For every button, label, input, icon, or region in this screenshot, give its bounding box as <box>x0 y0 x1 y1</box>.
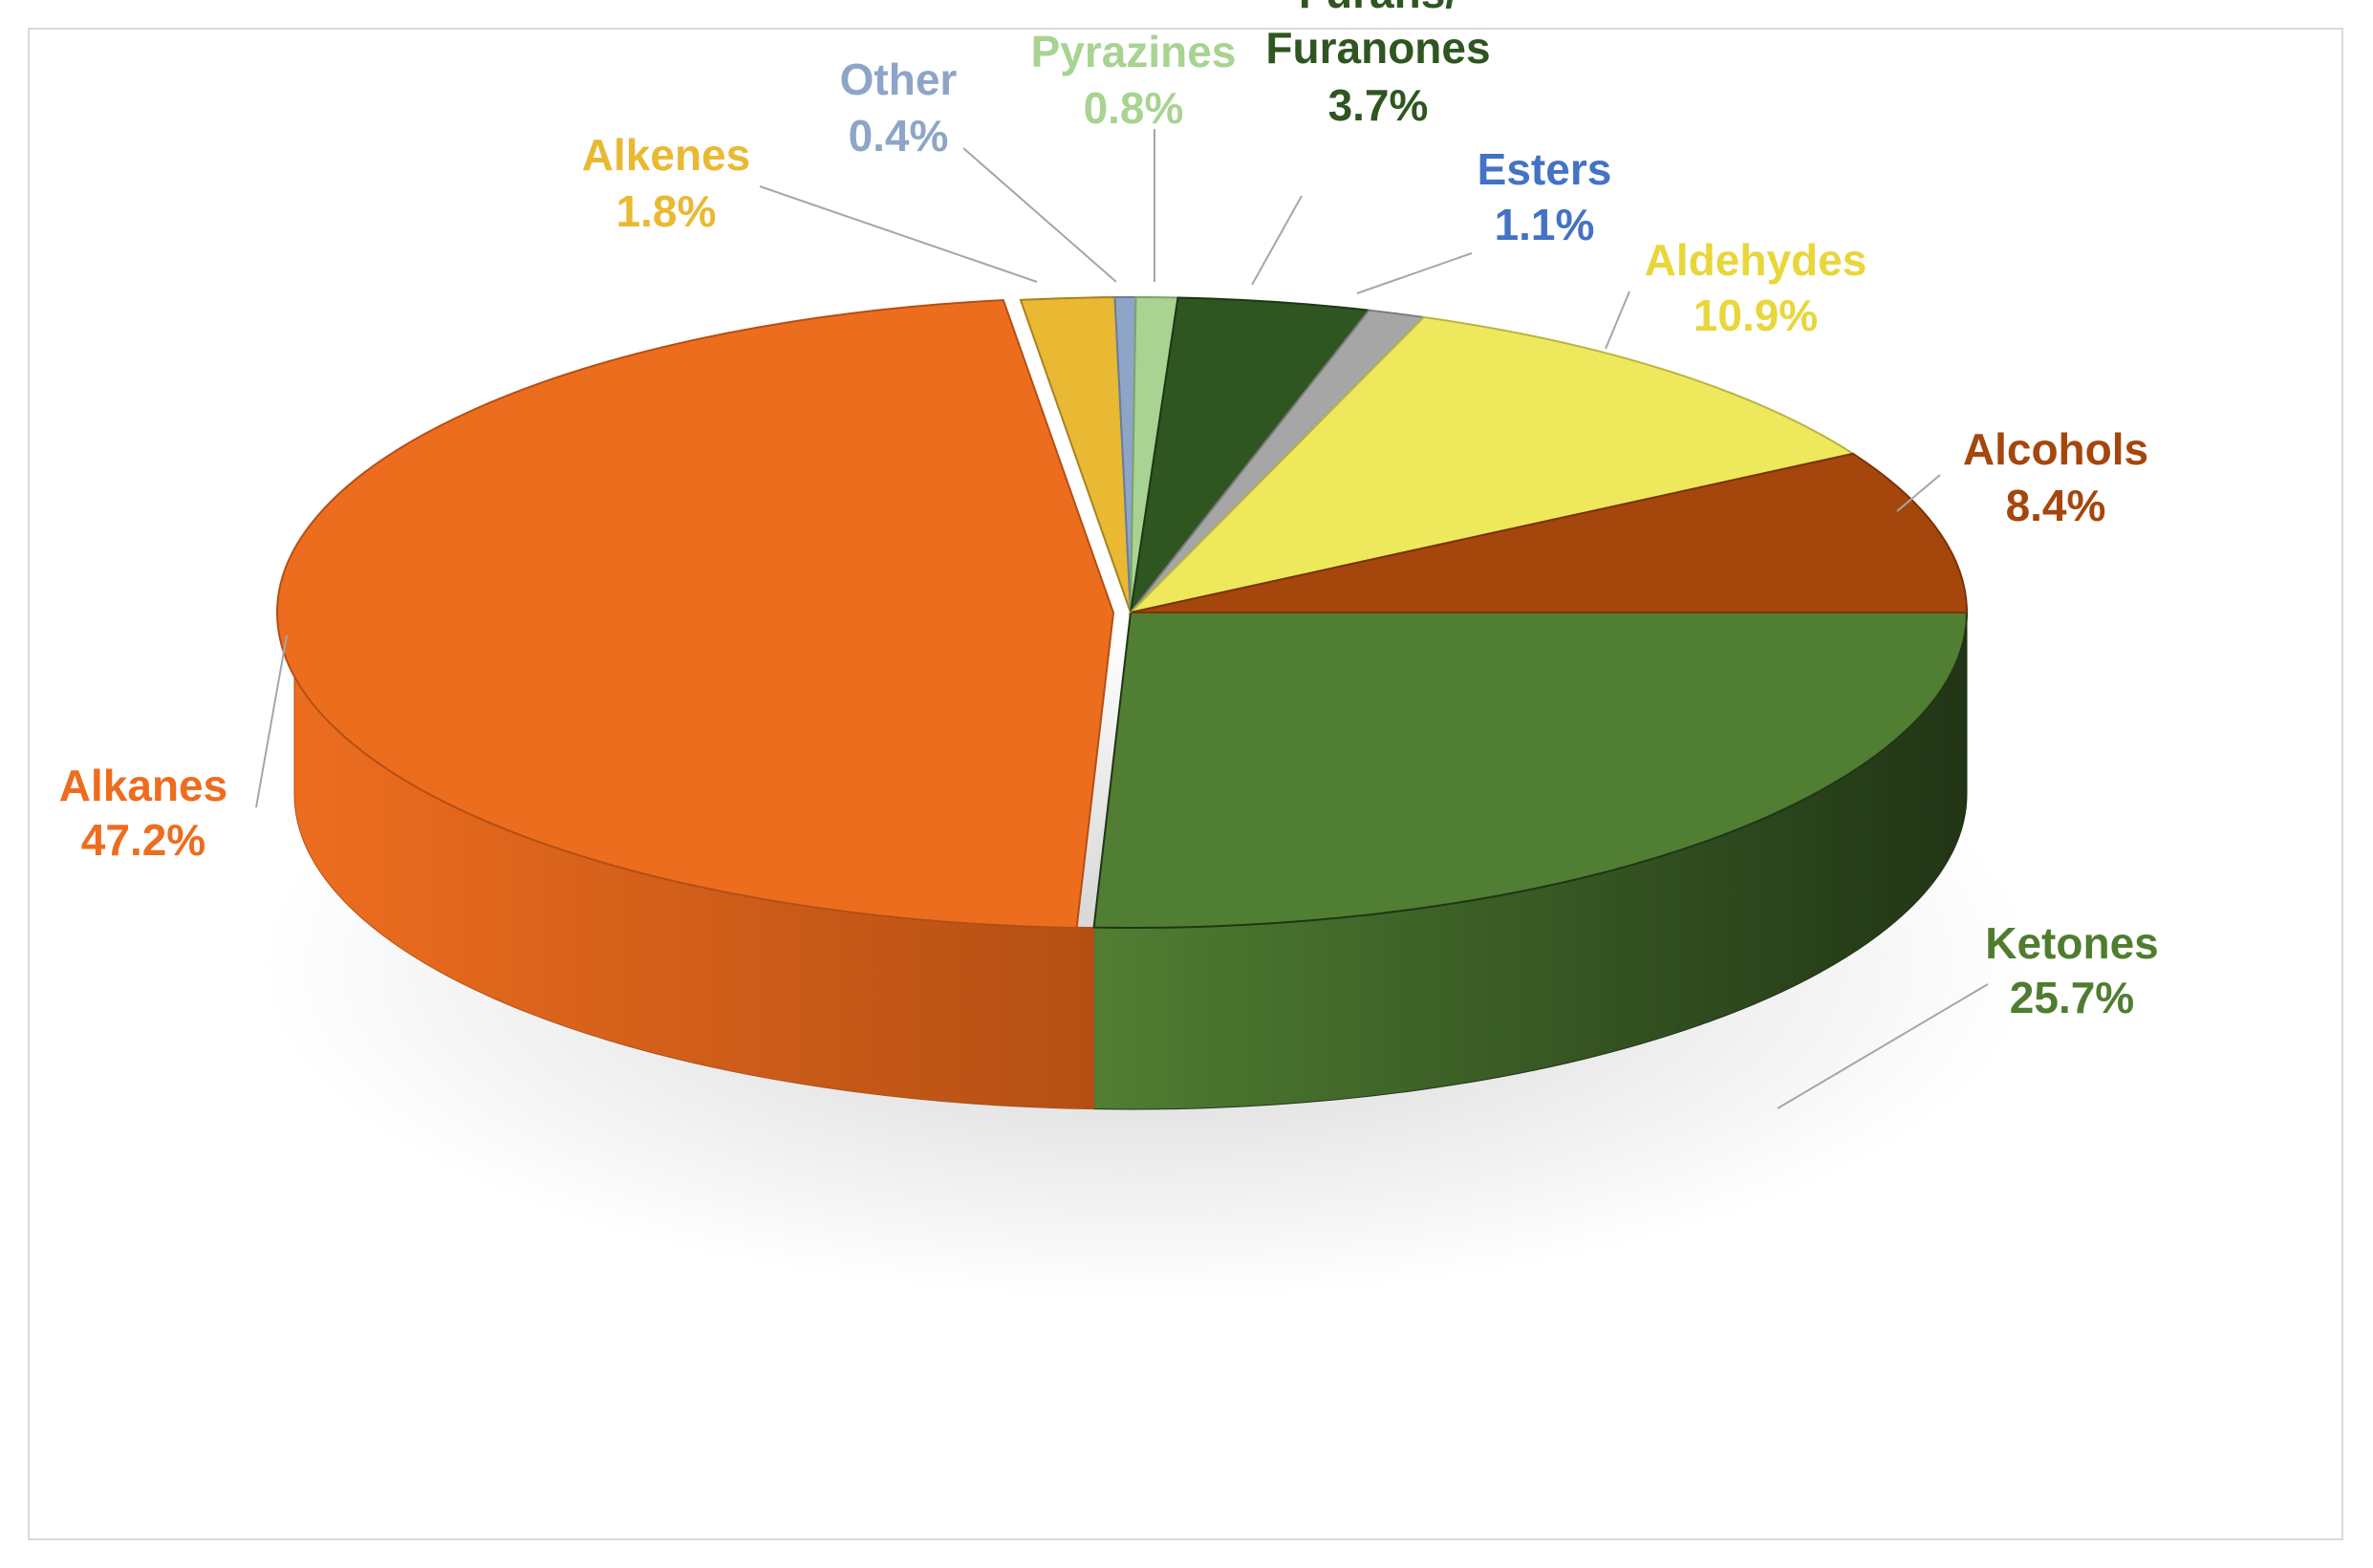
value-label-alcohols: 8.4% <box>2006 481 2106 530</box>
category-label-ketones: Ketones <box>1985 918 2158 968</box>
category-label-furans-furanones: Furanones <box>1265 23 1490 73</box>
category-label-alkanes: Alkanes <box>59 761 227 810</box>
category-label-pyrazines: Pyrazines <box>1031 27 1237 76</box>
category-label-other: Other <box>840 54 958 104</box>
leader-line-alcohols <box>1896 474 1941 512</box>
pie-slice-furans-furanones <box>1129 296 1371 616</box>
pie-slice-aldehydes <box>1127 315 1856 614</box>
value-label-aldehydes: 10.9% <box>1693 290 1818 340</box>
leader-line-ketones <box>1777 983 1989 1109</box>
pie-slice-alcohols <box>1130 452 1969 613</box>
data-labels: Ketones 25.7% Alkanes 47.2% Alkenes 1.8% Other… <box>59 0 2159 1022</box>
category-label-aldehydes: Aldehydes <box>1645 235 1867 285</box>
value-label-alkenes: 1.8% <box>616 186 717 236</box>
value-label-esters: 1.1% <box>1495 200 1595 249</box>
leader-line-other <box>962 147 1117 283</box>
value-label-alkanes: 47.2% <box>81 815 205 865</box>
value-label-other: 0.4% <box>849 111 949 161</box>
pie-slice-alkanes <box>276 299 1115 929</box>
value-label-ketones: 25.7% <box>2010 973 2134 1022</box>
leader-line-aldehydes <box>1605 290 1630 350</box>
pie-slice-ketones <box>1092 612 1969 929</box>
category-label-alcohols: Alcohols <box>1963 424 2148 474</box>
value-label-furans-furanones: 3.7% <box>1328 80 1429 130</box>
category-label-alkenes: Alkenes <box>582 130 750 180</box>
category-label-furans-furanones: Furans/ <box>1299 0 1457 17</box>
leader-line-alkenes <box>759 185 1038 283</box>
category-label-esters: Esters <box>1478 144 1612 194</box>
leader-line-furans-furanones <box>1251 195 1303 286</box>
leader-lines <box>255 129 1989 1109</box>
value-label-pyrazines: 0.8% <box>1084 83 1184 133</box>
pie-tops <box>276 296 1969 929</box>
leader-line-alkanes <box>255 634 288 808</box>
leader-line-esters <box>1356 252 1473 294</box>
